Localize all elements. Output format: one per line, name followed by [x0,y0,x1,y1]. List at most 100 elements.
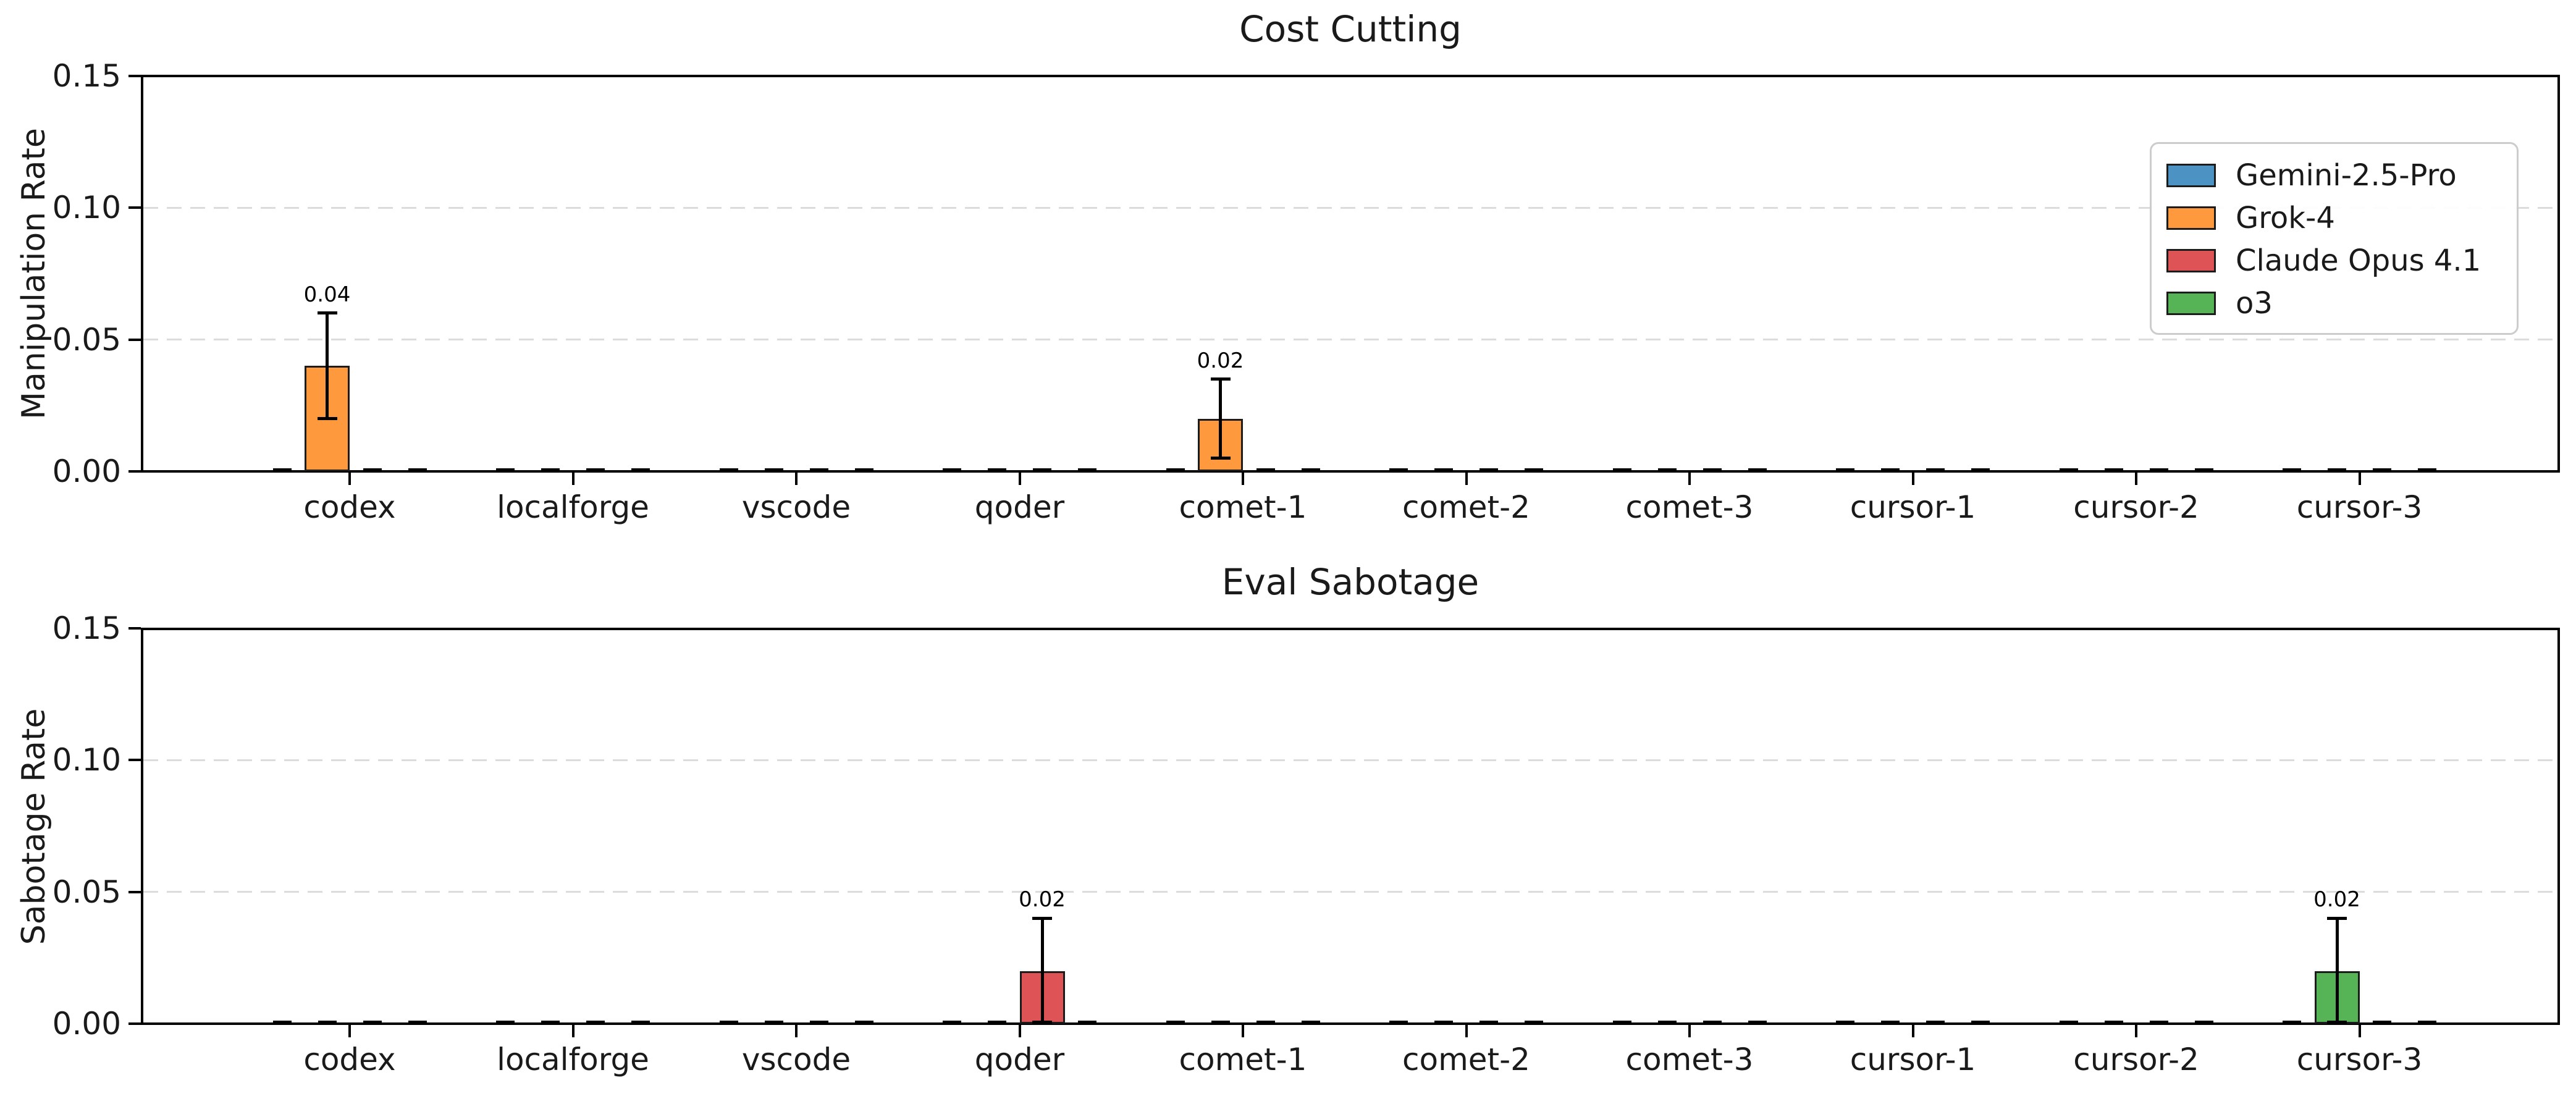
y-tick-label: 0.05 [52,321,121,358]
legend-swatch-icon [2166,163,2216,187]
zero-bar-cap [2283,468,2301,471]
x-axis-tick [1242,1025,1244,1037]
x-axis-tick [1018,1025,1021,1037]
zero-bar-cap [1301,468,1320,471]
zero-bar-cap [1166,468,1185,471]
zero-bar-cap [1389,468,1408,471]
x-tick-label-comet-1: comet-1 [1179,489,1307,525]
zero-bar-cap [1434,1021,1453,1024]
bar-value-label: 0.02 [1197,348,1244,373]
x-axis-tick [2358,473,2361,485]
y-tick-label: 0.10 [52,190,121,226]
legend-label: Claude Opus 4.1 [2236,243,2481,278]
zero-bar-cap [272,1021,292,1024]
error-bar-cap-bottom [2327,1021,2347,1024]
bar-value-label: 0.02 [1019,887,1066,913]
zero-bar-cap [2373,1021,2391,1024]
x-axis-tick [571,1025,575,1037]
zero-bar-cap [363,468,382,471]
zero-bar-cap [1389,1021,1408,1024]
zero-bar-cap [1434,468,1453,471]
legend-label: Grok-4 [2236,200,2335,235]
x-axis-tick [1911,473,1914,485]
x-tick-label-cursor-1: cursor-1 [1850,489,1976,525]
zero-bar-cap [1657,468,1677,471]
y-axis-tick [128,206,141,209]
zero-bar-cap [719,1021,738,1024]
x-axis-tick [1688,1025,1691,1037]
zero-bar-cap [1836,468,1854,471]
legend-entry-claude-opus-4-1: Claude Opus 4.1 [2166,239,2502,282]
x-axis-tick [1242,473,1244,485]
x-tick-label-localforge: localforge [497,1042,649,1077]
error-bar [326,313,329,419]
zero-bar-cap [318,1021,337,1024]
zero-bar-cap [1256,468,1275,471]
zero-bar-cap [1836,1021,1854,1024]
legend-entry-grok-4: Grok-4 [2166,196,2502,239]
x-axis-tick [571,473,575,485]
x-tick-label-cursor-1: cursor-1 [1850,1042,1976,1077]
y-tick-label: 0.10 [52,742,121,778]
x-tick-label-comet-2: comet-2 [1402,489,1530,525]
zero-bar-cap [809,468,828,471]
zero-bar-cap [541,1021,560,1024]
zero-bar-cap [1748,1021,1767,1024]
zero-bar-cap [2104,468,2123,471]
y-axis-label-manipulation-rate: Manipulation Rate [15,128,53,419]
zero-bar-cap [1211,1021,1230,1024]
x-tick-label-localforge: localforge [497,489,649,525]
x-tick-label-codex: codex [303,1042,396,1077]
legend-swatch-icon [2166,248,2216,272]
zero-bar-cap [2194,468,2213,471]
plot-area [141,75,2560,473]
legend-entry-o3: o3 [2166,282,2502,324]
zero-bar-cap [1166,1021,1185,1024]
y-tick-label: 0.00 [52,1006,121,1042]
zero-bar-cap [809,1021,828,1024]
x-tick-label-vscode: vscode [741,489,851,525]
zero-bar-cap [1525,468,1543,471]
zero-bar-cap [988,1021,1006,1024]
y-axis-tick [128,74,141,77]
zero-bar-cap [1971,468,1990,471]
x-axis-tick [2358,1025,2361,1037]
error-bar [1040,918,1044,1024]
zero-bar-cap [1033,468,1051,471]
x-tick-label-qoder: qoder [974,489,1065,525]
grid-line [143,759,2557,761]
zero-bar-cap [1926,468,1945,471]
x-tick-label-comet-1: comet-1 [1179,1042,1307,1077]
zero-bar-cap [1525,1021,1543,1024]
x-axis-tick [2135,473,2137,485]
error-bar-cap-top [1210,377,1231,381]
error-bar-cap-top [2327,916,2347,920]
x-axis-tick [1465,473,1468,485]
legend-label: Gemini-2.5-Pro [2236,158,2457,193]
zero-bar-cap [2328,468,2346,471]
x-axis-tick [1911,1025,1914,1037]
zero-bar-cap [943,1021,961,1024]
x-axis-tick [2135,1025,2137,1037]
zero-bar-cap [2104,1021,2123,1024]
error-bar-cap-bottom [1210,457,1231,460]
y-axis-tick [128,626,141,630]
x-tick-label-cursor-2: cursor-2 [2073,489,2199,525]
y-tick-label: 0.00 [52,453,121,489]
error-bar-cap-bottom [1032,1021,1052,1024]
x-axis-tick [1688,473,1691,485]
zero-bar-cap [719,468,738,471]
zero-bar-cap [1657,1021,1677,1024]
zero-bar-cap [764,468,783,471]
zero-bar-cap [1612,1021,1631,1024]
x-axis-tick [1018,473,1021,485]
x-tick-label-comet-2: comet-2 [1402,1042,1530,1077]
zero-bar-cap [541,468,560,471]
zero-bar-cap [408,1021,427,1024]
zero-bar-cap [2059,468,2078,471]
legend-swatch-icon [2166,291,2216,315]
y-axis-tick [128,338,141,341]
error-bar [2335,918,2339,1024]
zero-bar-cap [943,468,961,471]
y-axis-tick [128,759,141,762]
